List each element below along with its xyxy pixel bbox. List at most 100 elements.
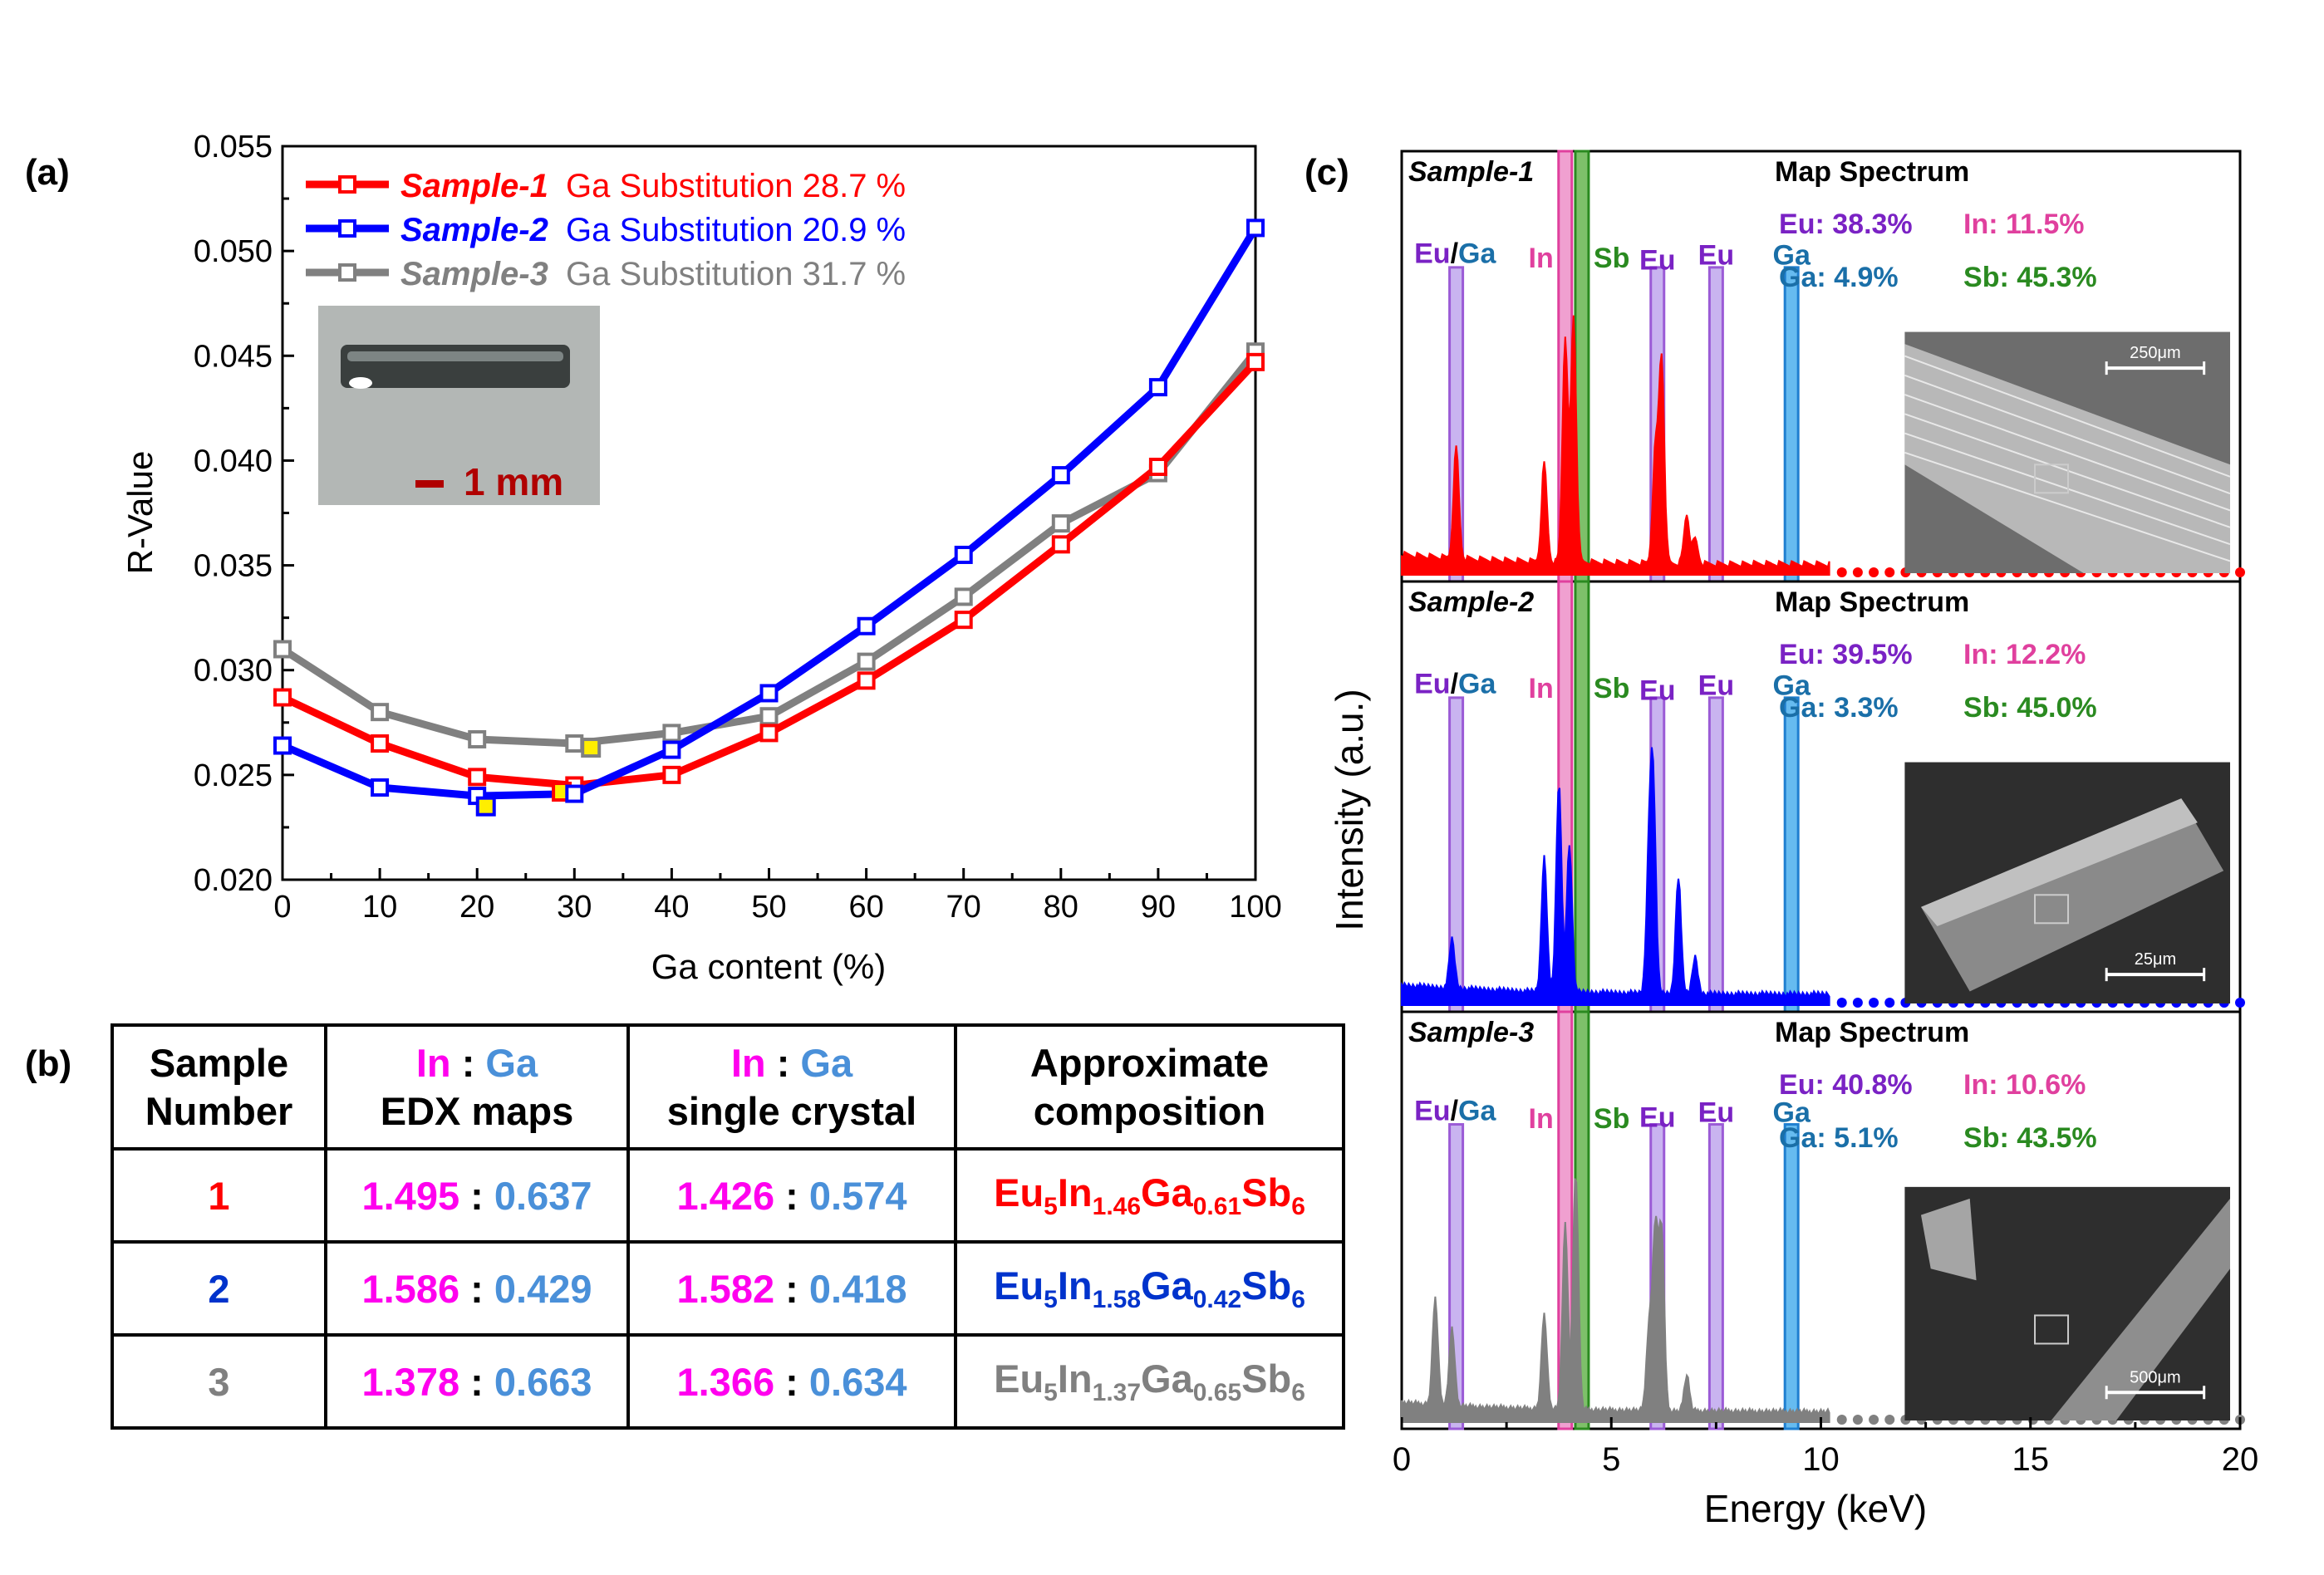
crystal-bar-glint	[349, 377, 372, 389]
y-tick-label: 0.025	[194, 758, 273, 793]
comp-eu-sub: 5	[1044, 1193, 1058, 1220]
composition-table: Sample Number In : Ga EDX maps In : Ga s…	[111, 1023, 1345, 1430]
cell-composition: Eu5In1.37Ga0.65Sb6	[954, 1333, 1345, 1430]
data-point	[1051, 466, 1070, 485]
comp-sb-sub: 6	[1291, 1193, 1305, 1220]
comp-in-sub: 1.37	[1092, 1379, 1142, 1406]
ga-percent: Ga: 5.1%	[1779, 1122, 1899, 1154]
cell-edx-in: 1.495	[361, 1173, 460, 1218]
sb-label: Sb	[1594, 243, 1629, 274]
eu-line	[1707, 266, 1724, 583]
eu-ga-label: Eu/Ga	[1414, 1096, 1496, 1127]
data-point	[273, 640, 292, 659]
spectrum-dot	[1884, 998, 1895, 1008]
comp-eu: Eu	[994, 1357, 1044, 1401]
legend-suffix-sample-2: Ga Substitution 20.9 %	[566, 212, 906, 248]
x-tick-label: 10	[1802, 1441, 1840, 1478]
eu-ga-label-slash: /	[1451, 669, 1459, 700]
in-percent: In: 12.2%	[1963, 639, 2086, 670]
panel-label-c: (c)	[1304, 152, 1349, 193]
crystal-bar-highlight	[347, 351, 563, 361]
sem-crystal	[1920, 798, 2224, 992]
cell-edx: 1.495 : 0.637	[324, 1147, 630, 1244]
table-row: 2 1.586 : 0.429 1.582 : 0.418 Eu5In1.58G…	[111, 1240, 1345, 1337]
sb-percent: Sb: 43.5%	[1963, 1122, 2097, 1154]
header-composition: Approximate composition	[954, 1023, 1345, 1151]
legend-marker-sample-3	[338, 263, 356, 282]
comp-eu-sub: 5	[1044, 1286, 1058, 1313]
in-percent: In: 11.5%	[1963, 209, 2085, 240]
panel-label-b: (b)	[25, 1043, 71, 1084]
cell-single-in: 1.366	[676, 1359, 775, 1404]
legend-suffix-sample-3: Ga Substitution 31.7 %	[566, 256, 906, 292]
comp-in-sub: 1.58	[1092, 1286, 1142, 1313]
spectrum-sample-2: Sample-2 Map Spectrum Eu: 39.5% In: 12.2% Ga…	[1400, 580, 2245, 1013]
sb-label: Sb	[1594, 673, 1629, 704]
x-tick-label: 0	[273, 890, 291, 925]
chart-c-ylabel: Intensity (a.u.)	[1328, 689, 1371, 930]
table-header-row: Sample Number In : Ga EDX maps In : Ga s…	[111, 1023, 1345, 1151]
header-single-in: In	[730, 1040, 766, 1085]
cell-edx-ga: 0.663	[494, 1359, 592, 1404]
data-point	[371, 778, 390, 797]
data-point	[662, 765, 681, 784]
ga-label: Ga	[1773, 240, 1811, 272]
cell-edx-in: 1.586	[361, 1266, 460, 1311]
data-point	[1148, 378, 1167, 397]
in-label: In	[1529, 673, 1554, 704]
eu-ga-label-slash: /	[1451, 1096, 1459, 1127]
spectrum-trace	[1401, 747, 1830, 1006]
eu-ga-label-slash: /	[1451, 238, 1459, 270]
eu-ga-label-eu: Eu	[1414, 238, 1450, 270]
x-tick-label: 100	[1229, 890, 1281, 925]
comp-ga-sub: 0.42	[1192, 1286, 1242, 1313]
ga-line	[1783, 266, 1800, 583]
panel-label-a: (a)	[25, 152, 70, 193]
header-edx-label: EDX maps	[380, 1088, 574, 1133]
y-tick-label: 0.055	[194, 130, 273, 164]
sem-scale-label: 500μm	[2130, 1368, 2181, 1386]
chart-a-xlabel: Ga content (%)	[651, 947, 886, 986]
data-point	[857, 652, 876, 671]
cell-edx-in: 1.378	[361, 1359, 460, 1404]
legend-marker-sample-1	[338, 175, 356, 194]
legend-text-sample-3: Sample-3 Ga Substitution 31.7 %	[400, 256, 906, 292]
sb-line	[1574, 580, 1590, 1013]
comp-in: In	[1057, 1170, 1093, 1214]
ga-line	[1783, 696, 1800, 1013]
data-point	[1246, 218, 1265, 238]
chart-a-ylabel: R-Value	[120, 451, 160, 575]
sem-scale-label: 25μm	[2135, 950, 2176, 969]
sem-spectrum-box	[2034, 894, 2070, 925]
data-point	[857, 671, 876, 690]
cell-single-in: 1.426	[676, 1173, 775, 1218]
data-point	[273, 736, 292, 755]
eu-ga-label-ga: Ga	[1458, 1096, 1496, 1127]
data-point	[662, 724, 681, 743]
x-tick-label: 50	[751, 890, 786, 925]
spectrum-dot	[2235, 567, 2245, 577]
chart-c-ticks: 0 5 10 15 20	[1393, 1417, 2258, 1478]
x-tick-label: 5	[1602, 1441, 1620, 1478]
eu-label: Eu	[1698, 1097, 1734, 1129]
data-point	[565, 734, 584, 753]
eu-label: Eu	[1698, 240, 1734, 272]
eu-line	[1707, 1123, 1724, 1430]
x-tick-label: 15	[2012, 1441, 2050, 1478]
y-tick-label: 0.050	[194, 234, 273, 269]
comp-ga-sub: 0.65	[1192, 1379, 1242, 1406]
cell-edx: 1.586 : 0.429	[324, 1240, 630, 1337]
eu-percent: Eu: 40.8%	[1779, 1069, 1913, 1101]
data-point	[954, 545, 973, 564]
sem-inset: 250μm	[1904, 331, 2231, 573]
eu-percent: Eu: 39.5%	[1779, 639, 1913, 670]
sem-striation	[1904, 451, 2231, 562]
comp-eu: Eu	[994, 1263, 1044, 1308]
data-point	[1148, 457, 1167, 476]
spectrum-dot	[2235, 998, 2245, 1008]
chart-a-series	[273, 218, 1265, 817]
eu-ga-label-eu: Eu	[1414, 1096, 1450, 1127]
x-tick-label: 30	[557, 890, 592, 925]
comp-sb-sub: 6	[1291, 1379, 1305, 1406]
legend-entry-sample-3: Sample-3 Ga Substitution 31.7 %	[306, 256, 906, 292]
